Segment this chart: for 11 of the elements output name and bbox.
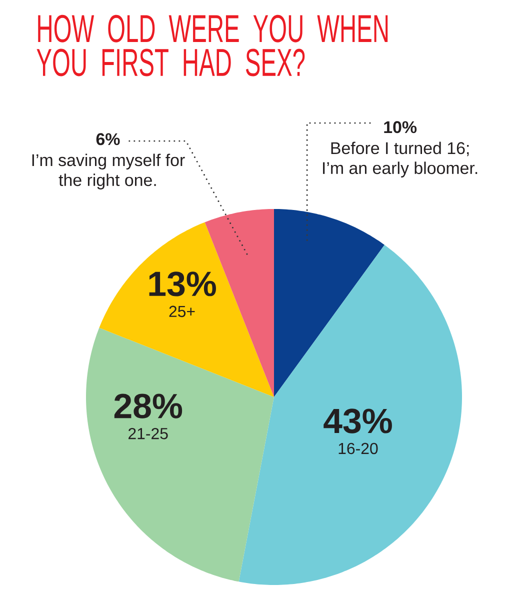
slice-label: 25+ [169,306,195,318]
slice-label: I’m saving myself for the right one. [32,154,185,190]
data-label: 6% [96,133,120,146]
data-label: 10% [384,121,417,134]
slice-label: 21-25 [128,428,168,440]
data-label: 43% [324,408,392,434]
slice-label: 16-20 [338,442,378,454]
data-label: 13% [149,272,216,296]
data-label: 28% [114,394,182,418]
chart-title: HOW OLD WERE YOU WHEN YOU FIRST HAD SEX? [36,14,388,76]
slice-label: Before I turned 16; I’m an early bloomer. [323,142,478,178]
